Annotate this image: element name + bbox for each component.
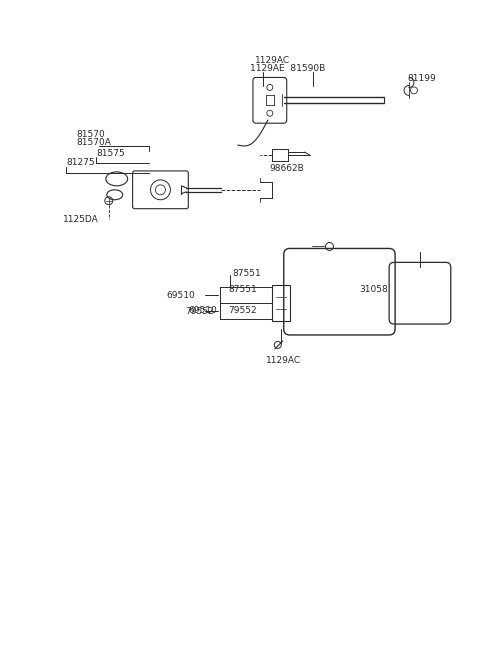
Text: 69510: 69510 [167,290,195,300]
Text: 81570A: 81570A [76,137,111,147]
Text: 81575: 81575 [97,148,126,158]
Text: 1125DA: 1125DA [63,215,99,224]
Text: 31058: 31058 [360,284,388,294]
Text: 79552: 79552 [185,307,214,315]
Text: 1129AE  81590B: 1129AE 81590B [250,64,325,73]
Text: 81275: 81275 [66,158,95,168]
Text: 79552: 79552 [228,306,257,315]
Text: 87551: 87551 [228,284,257,294]
Text: 1129AC: 1129AC [255,56,290,65]
Text: 98662B: 98662B [270,164,305,173]
Text: 87551: 87551 [232,269,261,278]
Text: 81199: 81199 [407,74,436,83]
Text: 69510: 69510 [188,306,217,315]
Text: 1129AC: 1129AC [266,356,301,365]
Bar [272,285,290,321]
Text: 81570: 81570 [76,129,105,139]
